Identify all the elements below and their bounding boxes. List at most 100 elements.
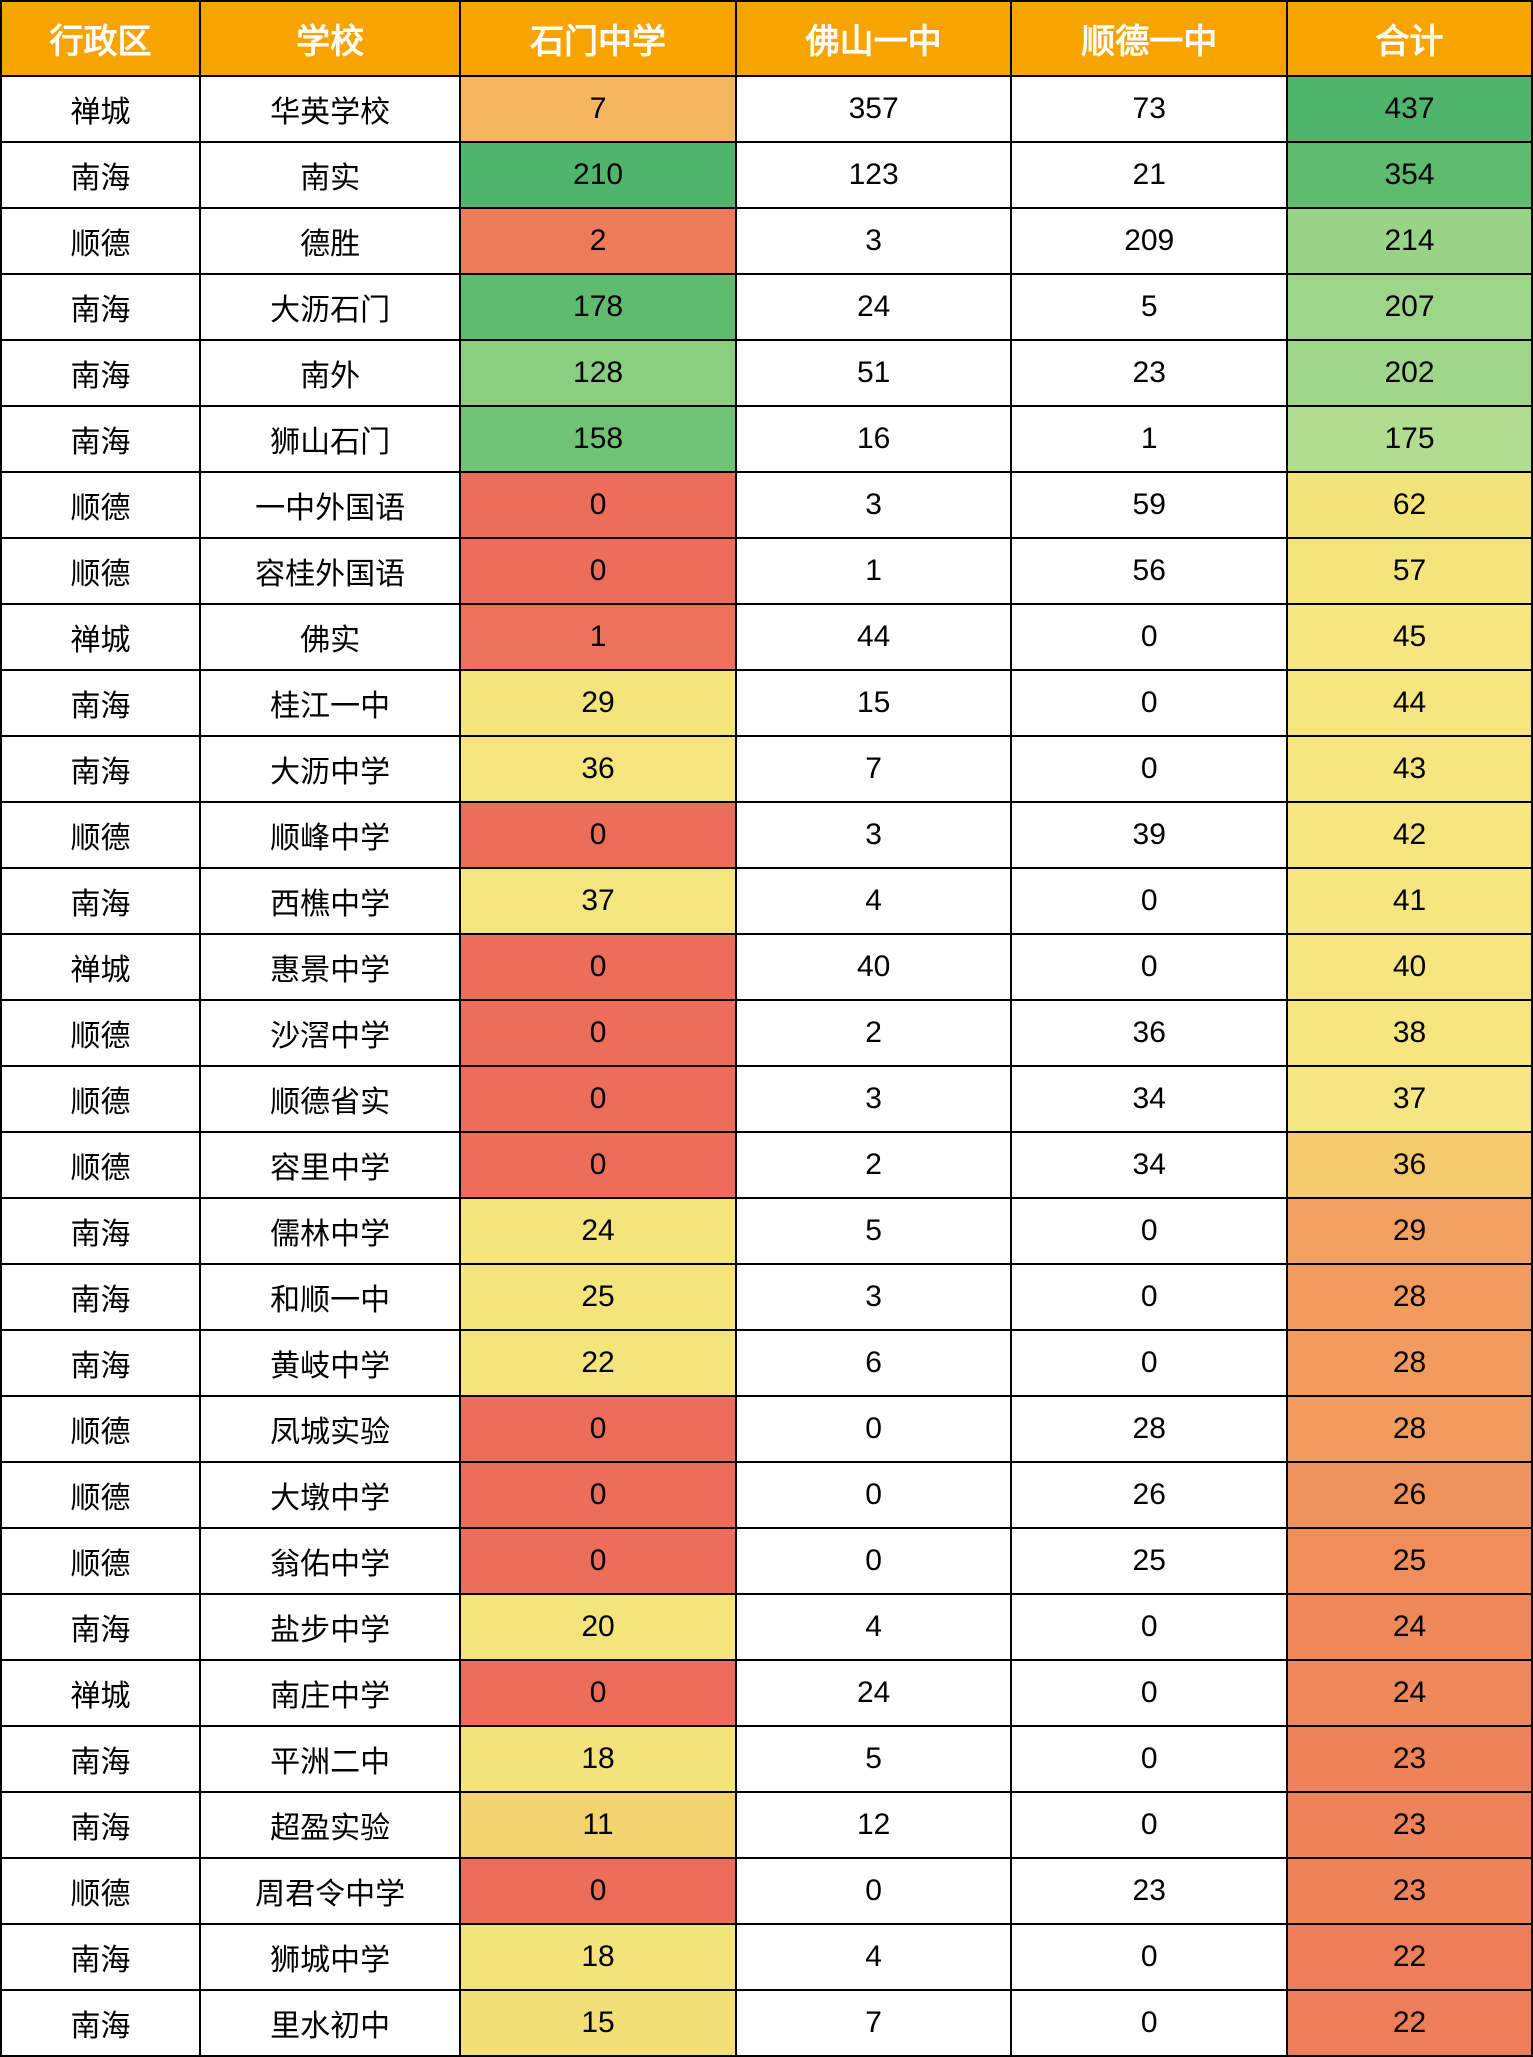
- cell-shunde: 23: [1011, 340, 1287, 406]
- cell-foshan: 15: [736, 670, 1012, 736]
- cell-school: 里水初中: [200, 1990, 460, 2056]
- cell-foshan: 3: [736, 1066, 1012, 1132]
- table-row: 南海里水初中157022: [1, 1990, 1532, 2056]
- cell-school: 西樵中学: [200, 868, 460, 934]
- cell-foshan: 357: [736, 76, 1012, 142]
- table-row: 南海狮城中学184022: [1, 1924, 1532, 1990]
- cell-shimen: 7: [460, 76, 736, 142]
- cell-total: 44: [1287, 670, 1532, 736]
- cell-total: 28: [1287, 1330, 1532, 1396]
- cell-total: 36: [1287, 1132, 1532, 1198]
- cell-foshan: 0: [736, 1858, 1012, 1924]
- cell-shimen: 0: [460, 472, 736, 538]
- cell-district: 南海: [1, 406, 200, 472]
- cell-shunde: 0: [1011, 1924, 1287, 1990]
- cell-school: 一中外国语: [200, 472, 460, 538]
- header-shimen: 石门中学: [460, 1, 736, 76]
- cell-district: 南海: [1, 736, 200, 802]
- cell-district: 禅城: [1, 76, 200, 142]
- cell-total: 22: [1287, 1924, 1532, 1990]
- table-row: 南海桂江一中2915044: [1, 670, 1532, 736]
- cell-shimen: 36: [460, 736, 736, 802]
- cell-shunde: 39: [1011, 802, 1287, 868]
- table-body: 禅城华英学校735773437南海南实21012321354顺德德胜232092…: [1, 76, 1532, 2056]
- cell-total: 202: [1287, 340, 1532, 406]
- cell-district: 顺德: [1, 1000, 200, 1066]
- cell-school: 儒林中学: [200, 1198, 460, 1264]
- cell-shimen: 0: [460, 1858, 736, 1924]
- table-row: 顺德周君令中学002323: [1, 1858, 1532, 1924]
- cell-total: 41: [1287, 868, 1532, 934]
- table-row: 禅城华英学校735773437: [1, 76, 1532, 142]
- cell-shunde: 28: [1011, 1396, 1287, 1462]
- cell-school: 容里中学: [200, 1132, 460, 1198]
- cell-shimen: 178: [460, 274, 736, 340]
- table-row: 禅城南庄中学024024: [1, 1660, 1532, 1726]
- cell-foshan: 7: [736, 736, 1012, 802]
- table-row: 禅城佛实144045: [1, 604, 1532, 670]
- header-foshan: 佛山一中: [736, 1, 1012, 76]
- cell-district: 禅城: [1, 1660, 200, 1726]
- cell-district: 顺德: [1, 538, 200, 604]
- cell-foshan: 1: [736, 538, 1012, 604]
- table-row: 南海南实21012321354: [1, 142, 1532, 208]
- cell-shunde: 0: [1011, 1594, 1287, 1660]
- cell-foshan: 44: [736, 604, 1012, 670]
- cell-district: 顺德: [1, 1462, 200, 1528]
- cell-shunde: 0: [1011, 1726, 1287, 1792]
- cell-shimen: 210: [460, 142, 736, 208]
- cell-district: 南海: [1, 1264, 200, 1330]
- cell-school: 德胜: [200, 208, 460, 274]
- cell-shunde: 23: [1011, 1858, 1287, 1924]
- cell-foshan: 51: [736, 340, 1012, 406]
- table-header: 行政区 学校 石门中学 佛山一中 顺德一中 合计: [1, 1, 1532, 76]
- cell-district: 顺德: [1, 802, 200, 868]
- cell-foshan: 2: [736, 1132, 1012, 1198]
- table-row: 顺德一中外国语035962: [1, 472, 1532, 538]
- cell-school: 沙滘中学: [200, 1000, 460, 1066]
- header-total: 合计: [1287, 1, 1532, 76]
- cell-district: 禅城: [1, 934, 200, 1000]
- school-stats-table: 行政区 学校 石门中学 佛山一中 顺德一中 合计 禅城华英学校735773437…: [0, 0, 1533, 2057]
- cell-shimen: 0: [460, 1660, 736, 1726]
- cell-district: 顺德: [1, 1528, 200, 1594]
- cell-shunde: 21: [1011, 142, 1287, 208]
- cell-district: 顺德: [1, 1396, 200, 1462]
- cell-total: 25: [1287, 1528, 1532, 1594]
- cell-district: 南海: [1, 670, 200, 736]
- cell-district: 顺德: [1, 472, 200, 538]
- cell-foshan: 3: [736, 208, 1012, 274]
- cell-shimen: 128: [460, 340, 736, 406]
- cell-shunde: 34: [1011, 1132, 1287, 1198]
- cell-foshan: 123: [736, 142, 1012, 208]
- cell-foshan: 3: [736, 472, 1012, 538]
- cell-shunde: 34: [1011, 1066, 1287, 1132]
- cell-foshan: 24: [736, 1660, 1012, 1726]
- header-shunde: 顺德一中: [1011, 1, 1287, 76]
- cell-total: 214: [1287, 208, 1532, 274]
- table-row: 顺德大墩中学002626: [1, 1462, 1532, 1528]
- cell-shunde: 0: [1011, 670, 1287, 736]
- table-row: 南海和顺一中253028: [1, 1264, 1532, 1330]
- cell-foshan: 3: [736, 1264, 1012, 1330]
- cell-shunde: 0: [1011, 604, 1287, 670]
- cell-shimen: 0: [460, 1528, 736, 1594]
- header-district: 行政区: [1, 1, 200, 76]
- cell-shimen: 18: [460, 1924, 736, 1990]
- table-row: 顺德翁佑中学002525: [1, 1528, 1532, 1594]
- cell-school: 狮山石门: [200, 406, 460, 472]
- cell-total: 28: [1287, 1264, 1532, 1330]
- cell-shunde: 25: [1011, 1528, 1287, 1594]
- cell-shimen: 0: [460, 934, 736, 1000]
- cell-school: 翁佑中学: [200, 1528, 460, 1594]
- cell-school: 容桂外国语: [200, 538, 460, 604]
- cell-school: 凤城实验: [200, 1396, 460, 1462]
- cell-total: 28: [1287, 1396, 1532, 1462]
- cell-shimen: 25: [460, 1264, 736, 1330]
- cell-total: 23: [1287, 1726, 1532, 1792]
- cell-school: 大沥中学: [200, 736, 460, 802]
- table-row: 顺德顺峰中学033942: [1, 802, 1532, 868]
- cell-shimen: 37: [460, 868, 736, 934]
- cell-total: 42: [1287, 802, 1532, 868]
- cell-district: 南海: [1, 1990, 200, 2056]
